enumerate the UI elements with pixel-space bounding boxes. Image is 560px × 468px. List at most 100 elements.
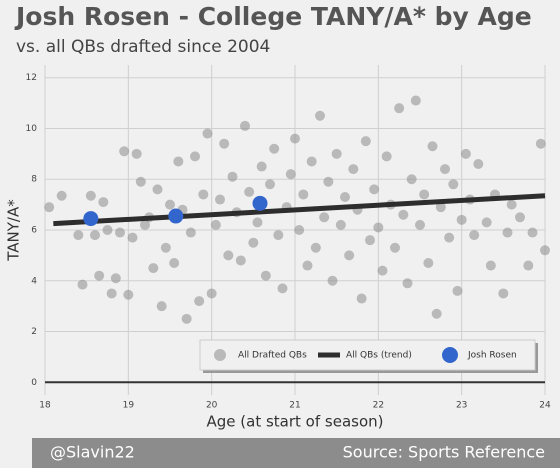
data-point (319, 212, 330, 223)
data-point (448, 179, 459, 190)
data-point (365, 235, 375, 246)
data-point (423, 258, 434, 268)
data-point (210, 219, 221, 230)
data-point (202, 128, 213, 139)
data-point (44, 202, 55, 213)
data-point (435, 202, 446, 213)
x-axis-label: Age (at start of season) (207, 413, 384, 431)
data-point (206, 288, 217, 299)
data-point (402, 278, 413, 289)
chart-title: Josh Rosen - College TANY/A* by Age (14, 2, 532, 31)
legend-label: Josh Rosen (467, 351, 517, 361)
data-point (83, 211, 99, 227)
data-point (140, 219, 150, 230)
data-point (260, 270, 271, 281)
data-point (98, 197, 109, 208)
y-tick-label: 0 (31, 378, 37, 388)
y-axis-label: TANY/A* (5, 199, 23, 262)
data-point (335, 219, 346, 230)
data-point (110, 273, 121, 284)
data-point (360, 136, 371, 147)
data-point (198, 189, 209, 200)
data-point (298, 189, 309, 200)
data-point (173, 156, 184, 167)
data-point (269, 143, 280, 154)
data-point (160, 242, 171, 253)
data-point (535, 138, 546, 149)
data-point (540, 245, 550, 256)
data-point (285, 169, 296, 180)
data-point (356, 293, 367, 304)
footer-right: Source: Sports Reference (343, 443, 545, 462)
x-tick-label: 23 (456, 401, 467, 411)
data-point (156, 301, 167, 312)
y-tick-label: 8 (31, 175, 37, 185)
data-point (294, 225, 305, 235)
data-point (315, 110, 325, 121)
data-point (431, 308, 442, 319)
data-point (469, 230, 480, 241)
y-tick-label: 2 (31, 327, 37, 337)
data-point (77, 279, 88, 290)
data-point (119, 146, 130, 157)
data-point (90, 230, 100, 241)
data-point (102, 225, 113, 235)
data-point (323, 176, 334, 187)
data-point (290, 133, 300, 144)
data-point (235, 255, 246, 266)
data-point (152, 184, 163, 195)
y-tick-label: 10 (26, 124, 38, 134)
legend-label: All QBs (trend) (346, 351, 412, 361)
data-point (223, 250, 234, 261)
data-point (265, 179, 275, 190)
legend-box (199, 339, 536, 371)
data-point (373, 222, 384, 233)
y-tick-label: 12 (26, 73, 37, 83)
data-point (527, 227, 538, 238)
x-tick-label: 19 (123, 401, 135, 411)
data-point (498, 288, 509, 299)
data-point (406, 174, 417, 185)
data-point (485, 260, 496, 271)
data-point (340, 192, 350, 202)
data-point (427, 141, 438, 152)
data-point (56, 190, 67, 201)
data-point (331, 148, 342, 159)
data-point (348, 164, 359, 175)
data-point (481, 217, 492, 228)
legend-label: All Drafted QBs (238, 351, 307, 361)
data-point (410, 95, 421, 106)
y-tick-label: 4 (31, 276, 37, 286)
data-point (456, 214, 467, 225)
footer-left: @Slavin22 (50, 443, 135, 462)
data-point (190, 151, 200, 162)
data-point (219, 138, 230, 149)
data-point (473, 159, 484, 169)
data-point (127, 232, 138, 243)
x-tick-label: 24 (539, 401, 551, 411)
data-point (460, 148, 471, 159)
data-point (506, 199, 517, 210)
trend-line (53, 193, 546, 227)
data-point (390, 242, 400, 253)
x-tick-label: 21 (289, 401, 300, 411)
data-point (502, 227, 513, 238)
data-point (73, 230, 84, 241)
data-point (256, 161, 267, 172)
data-point (381, 151, 392, 162)
data-point (394, 103, 405, 114)
data-point (452, 285, 463, 296)
data-point (302, 260, 313, 271)
data-point (115, 227, 125, 238)
data-point (523, 260, 534, 271)
data-point (248, 237, 259, 248)
data-point (194, 296, 205, 307)
data-point (185, 227, 196, 238)
data-point (123, 289, 134, 300)
data-point (131, 148, 142, 159)
data-point (440, 164, 450, 175)
data-point (415, 219, 425, 230)
data-point (398, 209, 409, 220)
data-point (310, 242, 321, 253)
data-point (444, 232, 455, 243)
